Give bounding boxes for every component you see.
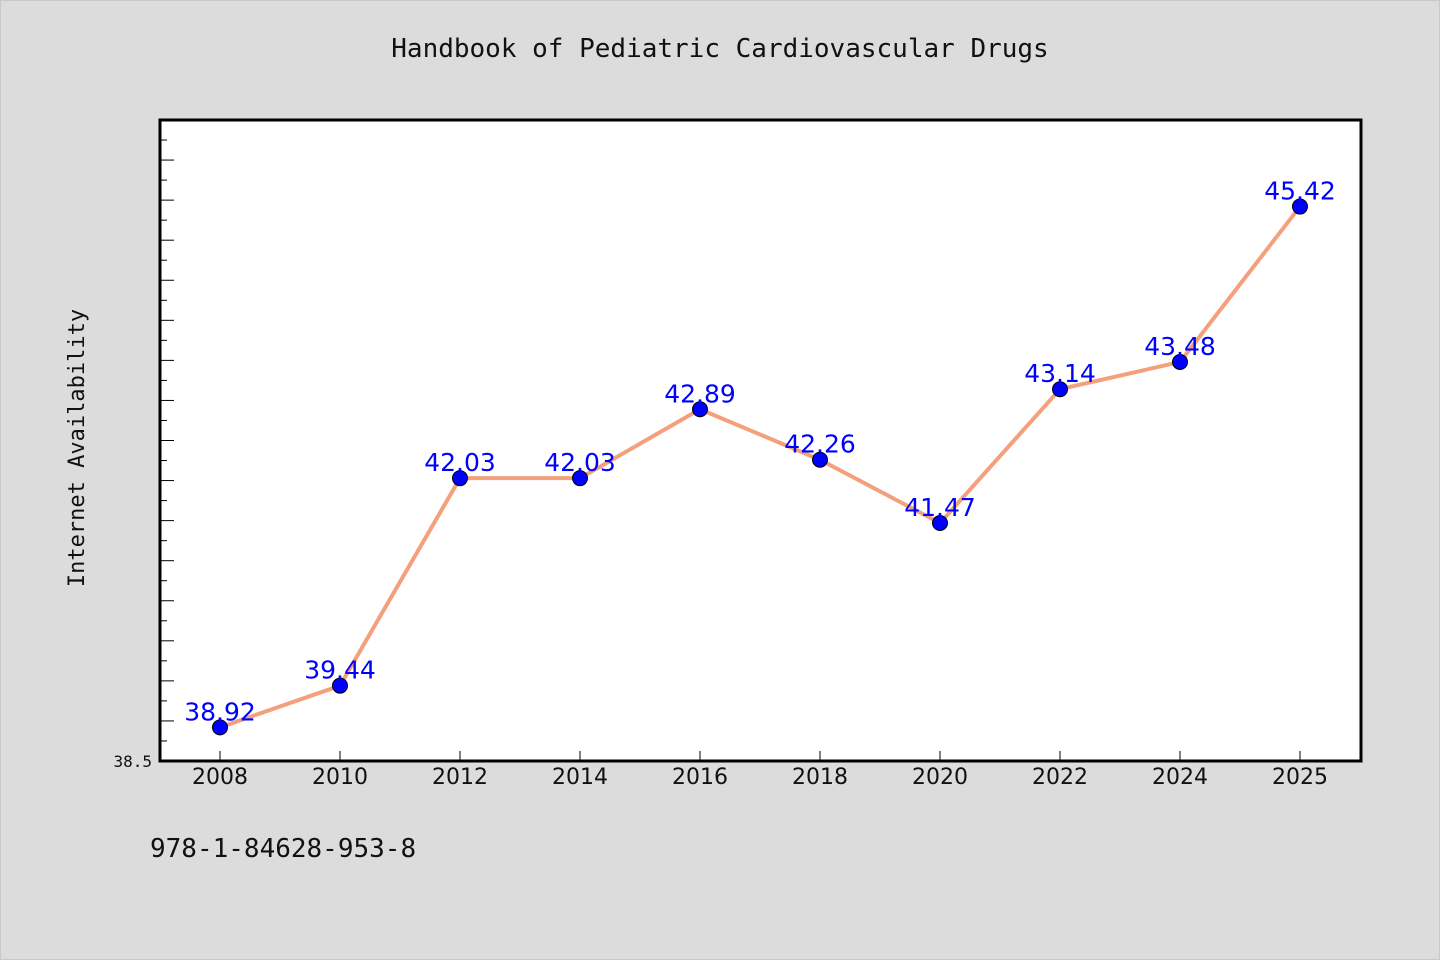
series-markers	[212, 198, 1308, 736]
x-tick-label: 2014	[552, 765, 608, 790]
x-tick-label: 2025	[1272, 765, 1328, 790]
data-label: 45.42	[1264, 177, 1336, 206]
data-label: 39.44	[304, 656, 376, 685]
data-point	[452, 470, 468, 487]
x-tick-label: 2024	[1152, 765, 1208, 790]
data-label: 41.47	[904, 493, 976, 522]
data-label: 38.92	[184, 697, 256, 726]
series-line	[219, 205, 1302, 730]
x-tick-label: 2016	[672, 765, 728, 790]
y-axis-ticks: 38.5	[113, 119, 174, 771]
data-label: 43.14	[1024, 359, 1096, 388]
data-point	[1172, 353, 1188, 370]
data-point	[1292, 198, 1308, 215]
x-tick-label: 2012	[432, 765, 488, 790]
data-label: 42.89	[664, 379, 736, 408]
data-label: 43.48	[1144, 332, 1216, 361]
y-axis-title: Internet Availability	[65, 309, 90, 587]
isbn-text: 978-1-84628-953-8	[150, 834, 417, 864]
x-axis-ticks: 2008 2010 2012 2014 2016 2018 2020 2022 2024 2025	[192, 751, 1328, 790]
x-tick-label: 2008	[192, 765, 248, 790]
x-tick-label: 2022	[1032, 765, 1088, 790]
data-label: 42.03	[424, 448, 496, 477]
x-tick-label: 2010	[312, 765, 368, 790]
data-point	[932, 515, 948, 532]
x-tick-label: 2018	[792, 765, 848, 790]
y-tick-label: 38.5	[113, 752, 152, 771]
data-point	[332, 677, 348, 694]
data-labels: 38.92 39.44 42.03 42.03 42.89 42.26 41.47 43.14…	[184, 177, 1336, 727]
x-tick-label: 2020	[912, 765, 968, 790]
data-point	[572, 470, 588, 487]
data-point	[212, 719, 228, 736]
data-point	[692, 401, 708, 418]
data-point	[812, 451, 828, 468]
data-label: 42.26	[784, 430, 856, 459]
data-point	[1052, 381, 1068, 398]
series-line-group	[219, 205, 1302, 730]
chart-title: Handbook of Pediatric Cardiovascular Dru…	[391, 34, 1049, 64]
data-label: 42.03	[544, 448, 616, 477]
